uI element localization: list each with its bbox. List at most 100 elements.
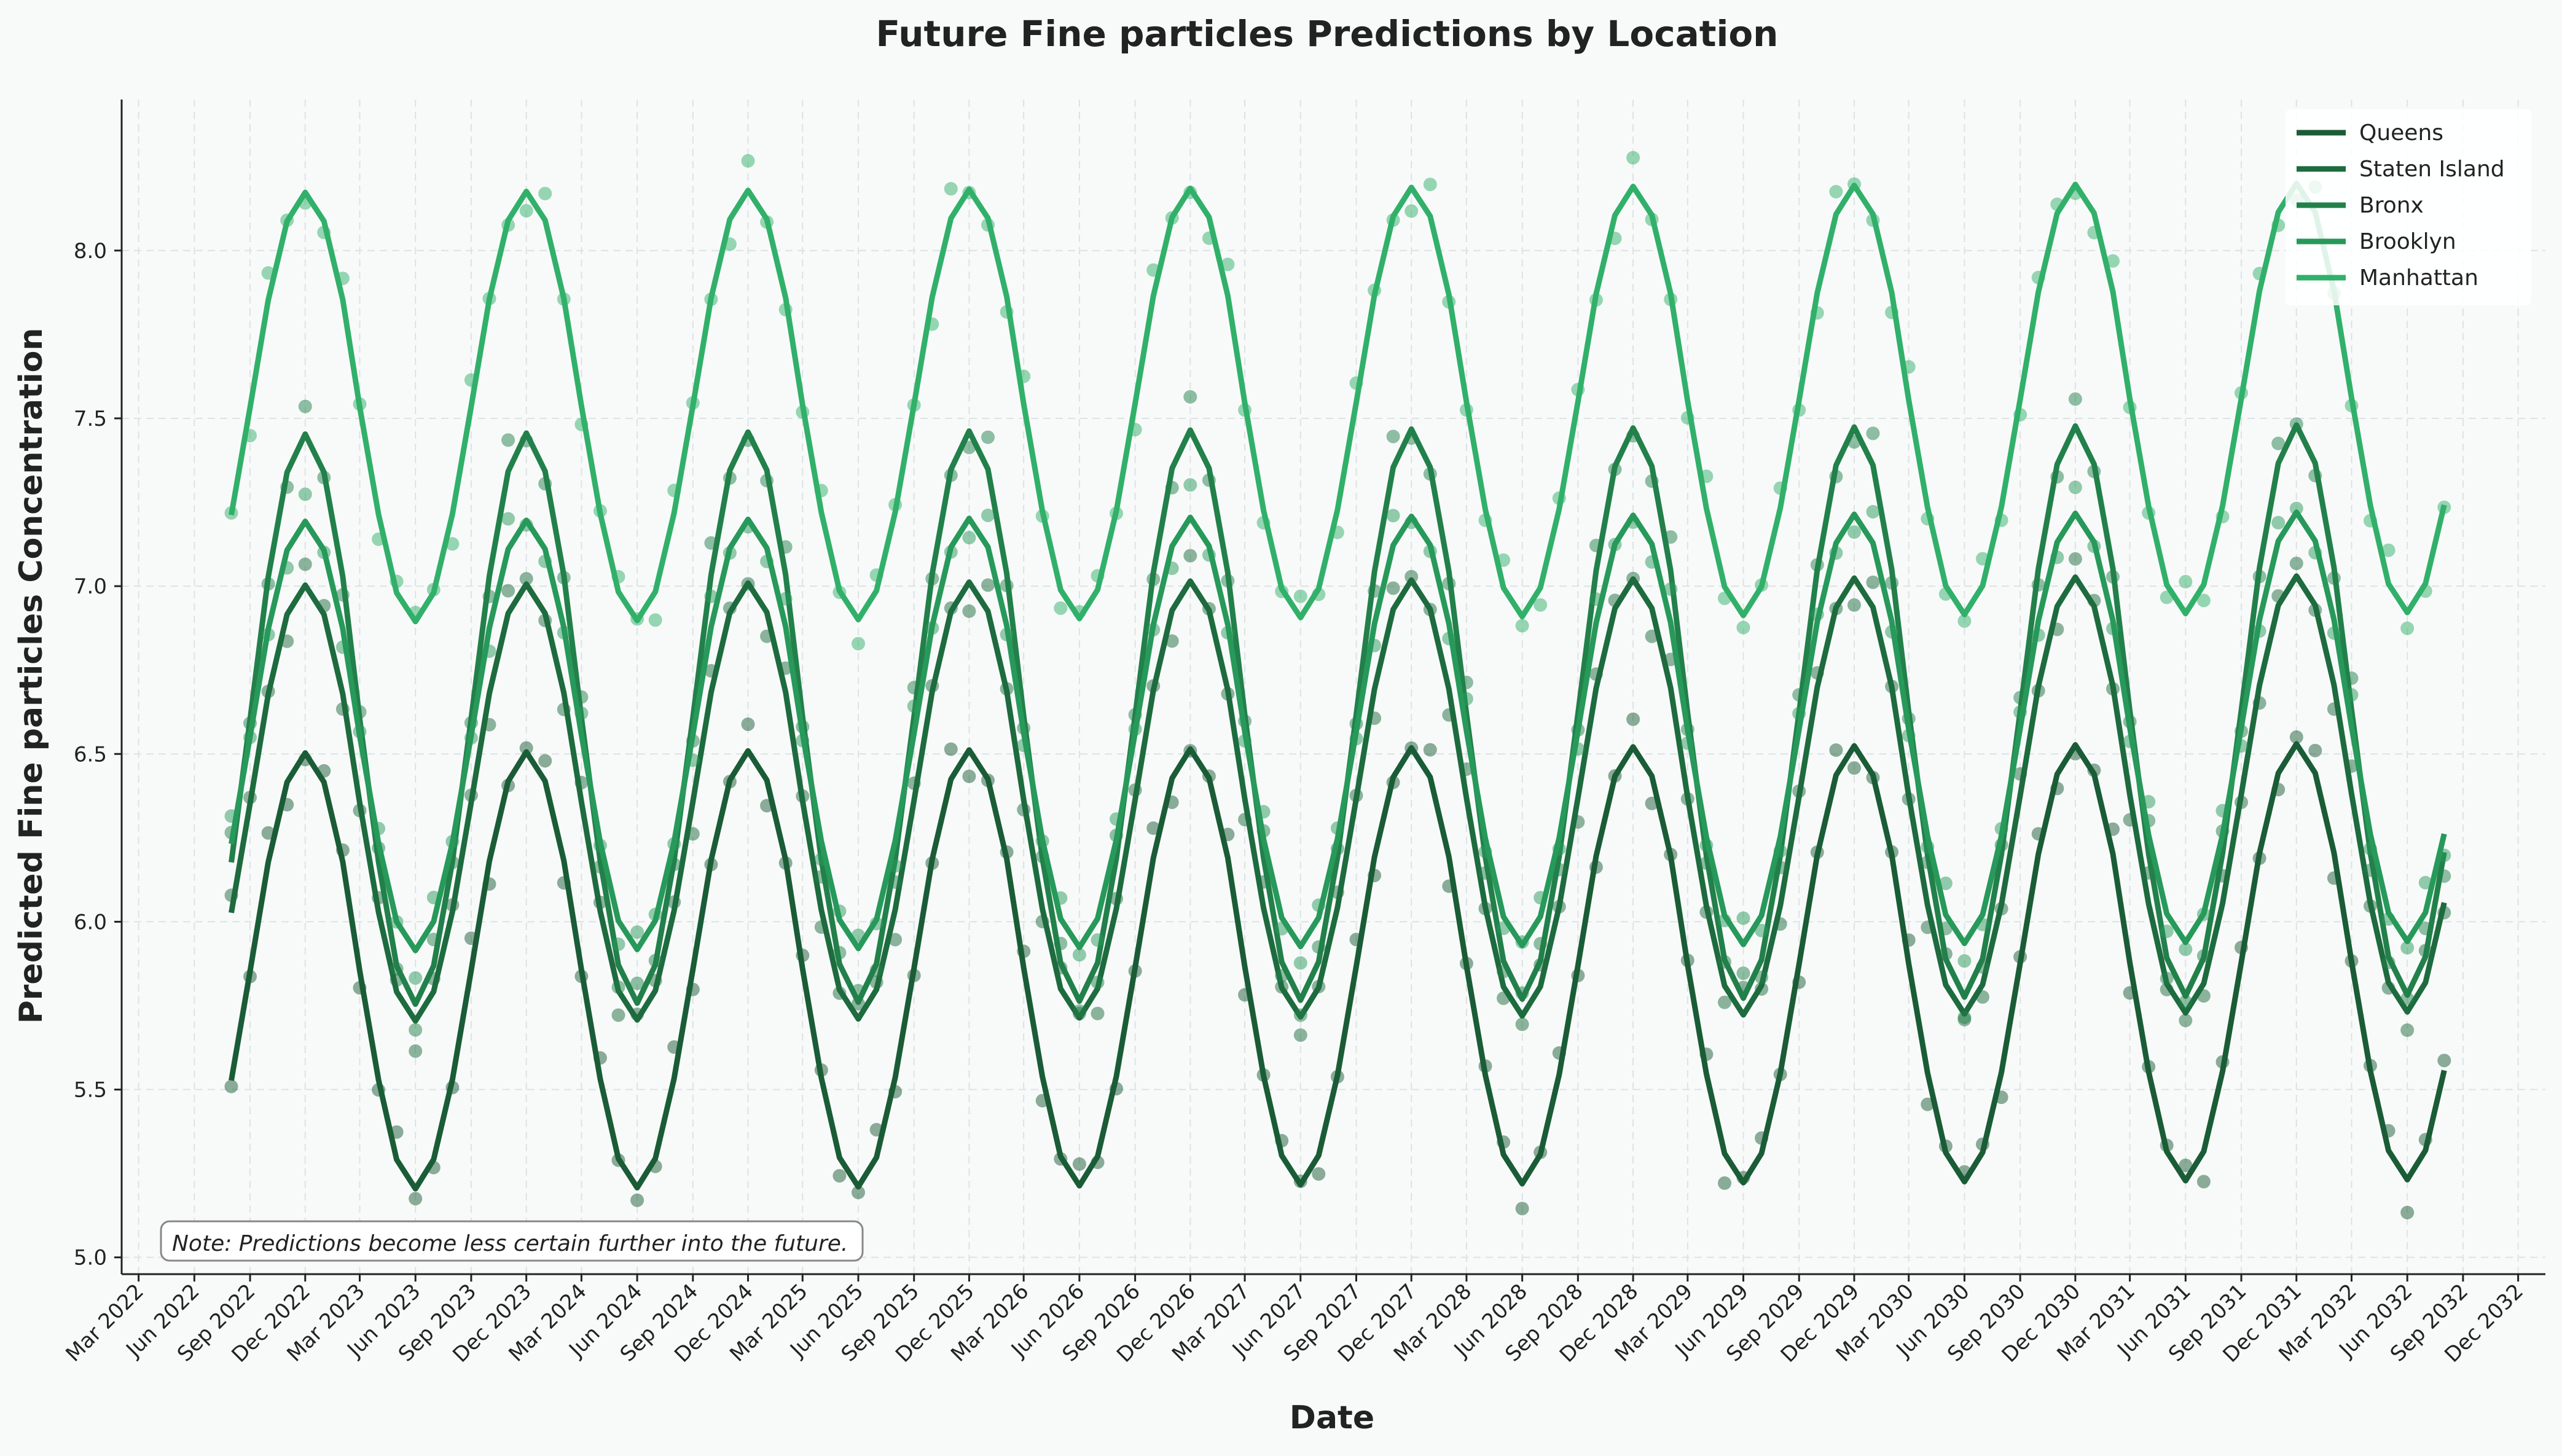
data-point (1054, 601, 1068, 615)
data-point (1091, 1006, 1105, 1020)
data-point (1183, 549, 1197, 563)
data-point (1847, 761, 1861, 775)
data-point (409, 1023, 423, 1037)
data-point (409, 971, 423, 985)
data-point (611, 1008, 625, 1022)
data-point (1847, 525, 1861, 539)
data-point (1736, 911, 1750, 925)
data-point (1293, 1008, 1307, 1022)
data-point (611, 980, 625, 994)
data-point (852, 636, 865, 651)
data-point (2400, 1023, 2415, 1037)
chart-title: Future Fine particles Predictions by Loc… (876, 13, 1779, 55)
data-point (519, 204, 533, 218)
data-point (1386, 429, 1400, 444)
data-point (981, 508, 995, 522)
data-point (1091, 933, 1105, 947)
data-point (2179, 1014, 2193, 1028)
grid (122, 100, 2545, 1274)
data-point (298, 399, 312, 413)
data-point (852, 1186, 865, 1199)
data-point (630, 925, 644, 939)
data-point (501, 512, 515, 526)
data-point (224, 1079, 238, 1094)
series-line (229, 509, 2447, 953)
data-point (2400, 941, 2415, 955)
data-point (1146, 821, 1161, 835)
data-point (1386, 509, 1400, 523)
data-point (1736, 620, 1750, 635)
data-point (1293, 1028, 1307, 1042)
data-point (1404, 204, 1419, 218)
data-point (741, 154, 755, 168)
data-point (944, 742, 958, 756)
data-point (704, 589, 718, 603)
data-point (2400, 992, 2415, 1006)
data-point (2068, 480, 2082, 495)
data-point (2179, 942, 2193, 957)
series-line (229, 181, 2447, 625)
data-point (2160, 925, 2174, 938)
data-point (1866, 505, 1880, 519)
y-tick-label: 5.0 (74, 1246, 107, 1270)
data-point (538, 754, 552, 768)
legend-label: Manhattan (2359, 265, 2478, 291)
data-point (2179, 574, 2193, 589)
data-point (409, 1192, 423, 1206)
note-text: Note: Predictions become less certain fu… (172, 1231, 848, 1256)
series-line (229, 573, 2447, 1024)
data-point (1221, 257, 1235, 272)
data-point (962, 604, 976, 618)
series-line (229, 741, 2447, 1192)
data-point (944, 182, 958, 196)
data-point (1921, 1097, 1935, 1111)
data-point (298, 557, 312, 571)
data-point (1957, 954, 1972, 968)
data-point (1718, 1176, 1731, 1190)
data-point (1829, 743, 1843, 757)
data-point (2068, 392, 2082, 406)
data-point (832, 1168, 847, 1183)
series-staten-island (224, 549, 2451, 1058)
data-point (2289, 501, 2303, 515)
data-point (1293, 589, 1307, 603)
data-point (1866, 426, 1880, 440)
note-box (160, 1220, 864, 1262)
data-point (630, 976, 644, 990)
legend-label: Queens (2359, 120, 2443, 146)
data-point (1736, 966, 1750, 980)
data-point (519, 572, 533, 586)
data-point (2437, 1054, 2451, 1068)
legend: Queens Staten Island Bronx Brooklyn Manhatta… (2286, 109, 2531, 305)
data-point (1165, 634, 1179, 648)
series-brooklyn (224, 478, 2451, 985)
legend-label: Bronx (2359, 193, 2424, 218)
data-point (2068, 552, 2082, 566)
data-point (1664, 582, 1678, 596)
data-point (1829, 185, 1843, 198)
data-point (1293, 956, 1307, 970)
data-point (409, 1044, 423, 1058)
data-point (1957, 614, 1972, 628)
data-point (1183, 390, 1197, 404)
data-point (1755, 970, 1769, 984)
y-tick-label: 5.5 (74, 1078, 107, 1103)
data-point (1072, 1157, 1086, 1171)
y-axis-title: Predicted Fine particles Concentration (13, 328, 50, 1024)
data-point (1404, 569, 1419, 584)
data-point (1755, 923, 1769, 937)
data-point (1312, 1167, 1326, 1181)
data-point (1423, 743, 1437, 757)
data-point (1534, 598, 1548, 612)
data-point (1938, 876, 1953, 890)
data-point (2418, 875, 2432, 890)
data-point (1072, 1004, 1086, 1018)
data-point (501, 584, 515, 598)
data-point (538, 187, 552, 201)
series-queens (224, 712, 2451, 1219)
data-point (2400, 621, 2415, 635)
data-point (2308, 743, 2322, 757)
data-point (741, 717, 755, 731)
data-point (1072, 948, 1086, 962)
